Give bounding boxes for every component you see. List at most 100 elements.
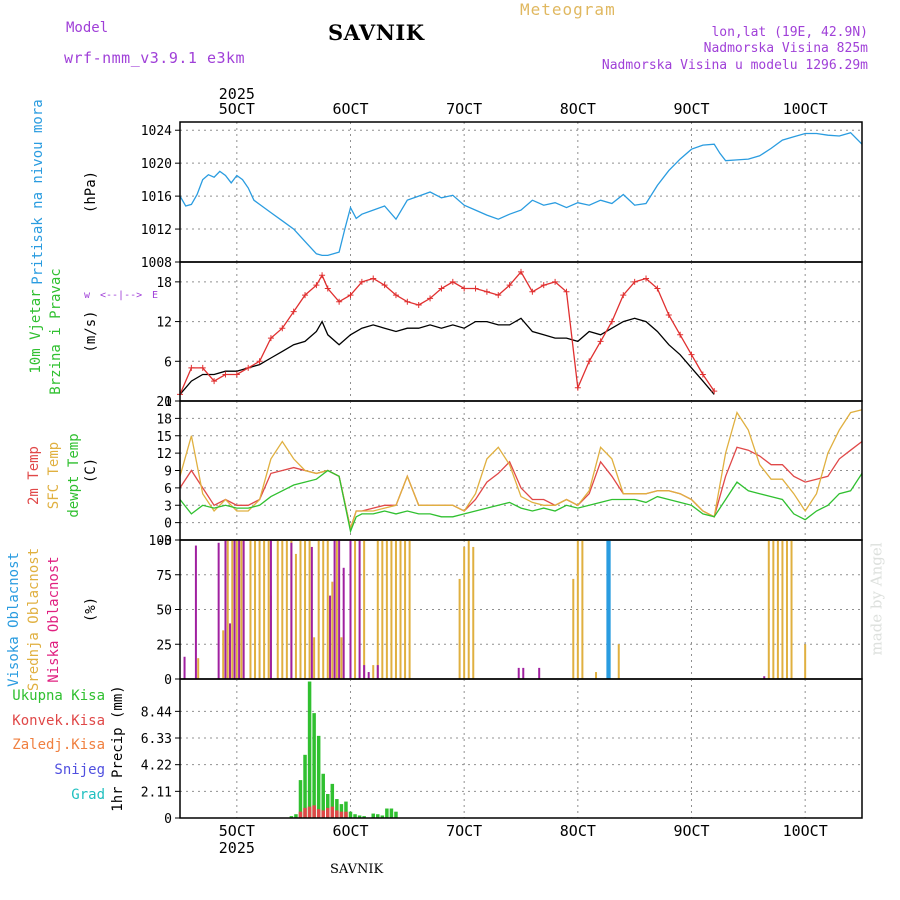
wind-gust-marker — [574, 384, 581, 391]
precip-bar-ukupna-kisa — [339, 804, 344, 818]
top-x-tick-label: 10OCT — [783, 100, 828, 118]
clouds-bar-srednja-oblacnost — [285, 540, 288, 679]
precip-panel — [175, 678, 863, 819]
wind-gust-marker — [540, 282, 547, 289]
precip-bar-ukupna-kisa — [348, 811, 353, 818]
compass-w: w — [84, 290, 91, 301]
precip-bar-ukupna-kisa — [385, 808, 389, 818]
clouds-bar-srednja-oblacnost — [399, 540, 402, 679]
precip-bar-ukupna-kisa — [326, 793, 330, 818]
precip-bar-ukupna-kisa — [303, 754, 307, 818]
clouds-bar-srednja-oblacnost — [249, 540, 252, 679]
clouds-bar-srednja-oblacnost — [299, 540, 302, 679]
precip-bar-konvek-kisa — [307, 806, 312, 818]
clouds-bar-srednja-oblacnost — [340, 637, 343, 679]
precip-bar-ukupna-kisa — [380, 815, 385, 818]
top-x-tick-label: 8OCT — [560, 100, 596, 118]
precip-bar-ukupna-kisa — [298, 780, 303, 818]
precip-bar-konvek-kisa — [330, 806, 335, 818]
wind-ytick-label: 0 — [164, 395, 172, 410]
precip-bar-konvek-kisa — [326, 807, 330, 818]
clouds-bar-niska-oblacnost — [763, 676, 766, 679]
temperature-ytick-label: 6 — [164, 482, 172, 497]
altitude-info: Nadmorska Visina 825m — [703, 41, 868, 56]
precip-bar-ukupna-kisa — [316, 735, 321, 818]
clouds-bar-srednja-oblacnost — [394, 540, 397, 679]
precip-bar-ukupna-kisa — [389, 808, 394, 818]
precip-bar-ukupna-kisa — [330, 783, 335, 818]
clouds-bar-niska-oblacnost — [290, 542, 293, 679]
clouds-ytick-label: 100 — [149, 534, 172, 549]
wind-ytick-label: 18 — [156, 276, 172, 291]
wind-gust-marker — [233, 371, 240, 378]
temperature-panel — [175, 400, 863, 541]
wind-gust-marker — [256, 358, 263, 365]
wind-gust-marker — [381, 282, 388, 289]
precip-bar-ukupna-kisa — [312, 713, 316, 818]
precip-bar-ukupna-kisa — [344, 801, 348, 818]
wind-gust-marker — [563, 288, 570, 295]
clouds-bar-srednja-oblacnost — [231, 540, 234, 679]
wind-side-label: Brzina i Pravac — [48, 268, 64, 394]
temperature-ytick-label: 18 — [156, 412, 172, 427]
cloud-side-label-2: Niska Oblacnost — [46, 556, 62, 682]
top-x-tick-label: 6OCT — [332, 100, 368, 118]
precip-bar-konvek-kisa — [335, 810, 339, 818]
clouds-bar-srednja-oblacnost — [308, 540, 311, 679]
clouds-bar-niska-oblacnost — [310, 546, 313, 679]
clouds-bar-srednja-oblacnost — [385, 540, 388, 679]
precip-bar-ukupna-kisa — [371, 813, 375, 818]
precip-legend-4: Grad — [71, 787, 105, 803]
wind-gust-marker — [597, 338, 604, 345]
compass-arrow: <--|--> — [100, 290, 142, 301]
clouds-bar-srednja-oblacnost — [467, 540, 470, 679]
clouds-ytick-label: 50 — [156, 604, 172, 619]
wind-gust-marker — [608, 318, 615, 325]
wind-gust-marker — [586, 358, 593, 365]
clouds-bar-niska-oblacnost — [363, 665, 366, 679]
clouds-bar-srednja-oblacnost — [197, 658, 200, 679]
wind-gust-marker — [643, 275, 650, 282]
precip-ytick-label: 0 — [164, 812, 172, 827]
clouds-bar-srednja-oblacnost — [804, 644, 807, 679]
clouds-bar-niska-oblacnost — [376, 665, 379, 679]
clouds-bar-srednja-oblacnost — [331, 581, 334, 679]
wind-gust-marker — [483, 288, 490, 295]
model-label: Model — [66, 20, 109, 36]
precip-legend-3: Snijeg — [54, 762, 105, 778]
wind-gust-marker — [495, 292, 502, 299]
clouds-bar-niska-oblacnost — [367, 672, 370, 679]
clouds-bar-niska-oblacnost — [538, 667, 541, 679]
clouds-bar-srednja-oblacnost — [317, 540, 320, 679]
precip-bar-ukupna-kisa — [357, 815, 362, 818]
wind-ytick-label: 6 — [164, 355, 172, 370]
pressure-ytick-label: 1012 — [141, 223, 172, 238]
temperature-ytick-label: -3 — [156, 534, 172, 549]
precip-bar-ukupna-kisa — [307, 681, 312, 818]
clouds-bar-niska-oblacnost — [224, 540, 227, 679]
wind-gust-marker — [188, 364, 195, 371]
wind-series-brzina — [179, 317, 715, 395]
wind-panel — [175, 261, 863, 402]
precip-bar-ukupna-kisa — [289, 816, 294, 818]
temperature-unit-label: (C) — [83, 458, 99, 483]
wind-gust-marker — [199, 364, 206, 371]
wind-gust-marker — [324, 285, 331, 292]
clouds-bar-srednja-oblacnost — [776, 540, 779, 679]
wind-gust-marker — [415, 302, 422, 309]
wind-gust-marker — [319, 272, 326, 279]
bottom-x-tick-label: 9OCT — [673, 822, 709, 840]
top-x-tick-label: 7OCT — [446, 100, 482, 118]
precip-ytick-label: 2.11 — [141, 785, 172, 800]
temp-side-label-1: SFC Temp — [46, 442, 62, 509]
wind-gust-marker — [245, 364, 252, 371]
precip-bar-konvek-kisa — [303, 807, 307, 818]
temperature-ytick-label: 3 — [164, 499, 172, 514]
pressure-panel — [175, 121, 863, 263]
wind-gust-marker — [472, 285, 479, 292]
precip-legend-1: Konvek.Kisa — [12, 713, 105, 729]
wind-ytick-label: 12 — [156, 316, 172, 331]
wind-gust-marker — [438, 285, 445, 292]
clouds-bar-srednja-oblacnost — [258, 540, 261, 679]
